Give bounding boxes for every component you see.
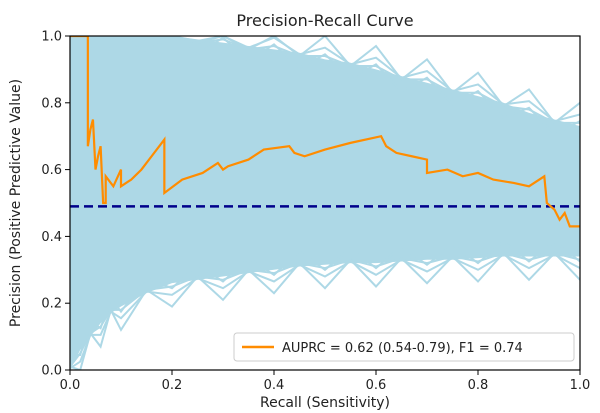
y-axis-title: Precision (Positive Predictive Value) (8, 79, 24, 327)
y-tick-label: 0.6 (41, 163, 62, 178)
y-axis-ticks: 0.0 0.2 0.4 0.6 0.8 1.0 (41, 30, 70, 379)
x-tick-label: 0.6 (366, 378, 387, 393)
x-tick-label: 0.8 (468, 378, 489, 393)
y-tick-label: 0.4 (41, 230, 62, 245)
bootstrap-upper-trace (70, 36, 580, 125)
bootstrap-lower-trace (70, 251, 580, 370)
x-axis-title: Recall (Sensitivity) (260, 395, 390, 411)
legend-box (233, 332, 575, 362)
bootstrap-band-area (70, 36, 580, 370)
x-tick-label: 1.0 (570, 378, 591, 393)
x-tick-label: 0.2 (162, 378, 183, 393)
bootstrap-band (70, 36, 580, 370)
x-tick-label: 0.0 (60, 378, 81, 393)
y-tick-label: 0.2 (41, 297, 62, 312)
x-tick-label: 0.4 (264, 378, 285, 393)
y-tick-label: 0.0 (41, 364, 62, 379)
bootstrap-upper-trace (70, 36, 580, 136)
x-axis-ticks: 0.0 0.2 0.4 0.6 0.8 1.0 (60, 370, 591, 393)
legend-label-main: AUPRC = 0.62 (0.54-0.79), F1 = 0.74 (282, 341, 523, 356)
legend: AUPRC = 0.62 (0.54-0.79), F1 = 0.74 (233, 332, 575, 362)
bootstrap-lower-trace (70, 240, 580, 356)
series-group (70, 36, 580, 228)
plot-frame (69, 35, 581, 371)
y-tick-label: 0.8 (41, 96, 62, 111)
y-tick-label: 1.0 (41, 30, 62, 45)
chart-title: Precision-Recall Curve (236, 11, 413, 30)
pr-curve-line (70, 36, 580, 228)
